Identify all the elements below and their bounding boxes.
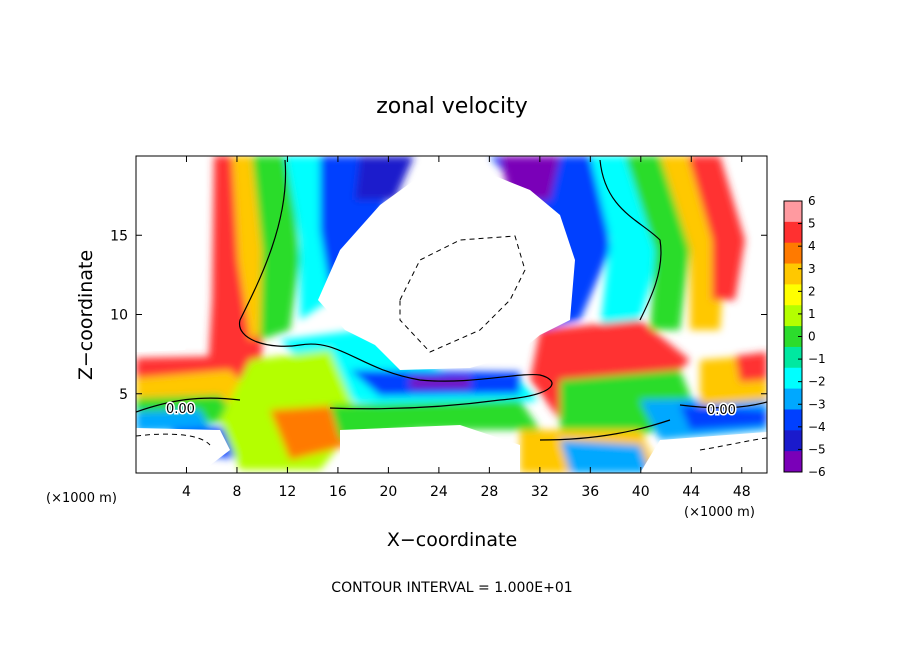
x-tick-label: 28 [480,484,498,500]
colorbar-label: −4 [808,420,826,434]
colorbar-label: −6 [808,465,826,479]
colorbar-label: −1 [808,352,826,366]
heatmap-field: 0.00 0.00 [136,156,767,473]
y-axis-label: Z−coordinate [75,250,97,380]
x-tick-label: 20 [379,484,397,500]
x-unit-left: (×1000 m) [46,491,117,506]
colorbar-label: −3 [808,397,826,411]
x-tick-label: 24 [430,484,448,500]
colorbar-label: 3 [808,262,816,276]
colorbar-label: 4 [808,239,816,253]
x-tick-label: 48 [733,484,751,500]
colorbar-segment [784,305,802,327]
colorbar-segment [784,367,802,390]
y-axis-ticks: 5 10 15 [110,228,767,403]
x-tick-label: 4 [182,484,191,500]
x-tick-label: 12 [279,484,297,500]
contour-label-right: 0.00 [707,403,736,418]
x-tick-label: 8 [232,484,241,500]
x-tick-label: 44 [682,484,700,500]
colorbar-label: −5 [808,442,826,456]
colorbar-segment [784,263,802,285]
colorbar-segment [784,201,802,223]
x-tick-label: 32 [531,484,549,500]
contour-label-left: 0.00 [166,402,195,417]
x-tick-label: 40 [632,484,650,500]
colorbar-label: 1 [808,307,816,321]
x-tick-label: 36 [581,484,599,500]
colorbar-segment [784,284,802,306]
chart-title: zonal velocity [376,94,528,119]
colorbar-segment [784,221,802,244]
y-tick-label: 10 [110,308,128,324]
x-axis-ticks: 4 8 12 16 20 24 28 32 36 40 44 48 [182,156,751,500]
colorbar: 6 5 4 3 2 1 0 −1 −2 −3 −4 −5 −6 [783,194,826,479]
colorbar-segment [784,451,802,473]
colorbar-label: 6 [808,194,816,208]
y-tick-label: 5 [119,387,128,403]
contour-interval-note: CONTOUR INTERVAL = 1.000E+01 [331,580,572,596]
colorbar-segment [784,409,802,431]
colorbar-segment [784,388,802,410]
colorbar-segment [784,326,802,348]
colorbar-segment [784,242,802,265]
x-axis-label: X−coordinate [387,529,517,551]
colorbar-label: −2 [808,375,826,389]
colorbar-label: 5 [808,217,816,231]
colorbar-label: 2 [808,284,816,298]
colorbar-label: 0 [808,330,816,344]
colorbar-segment [784,346,802,369]
colorbar-segment [784,430,802,452]
y-tick-label: 15 [110,228,128,244]
x-unit-right: (×1000 m) [684,505,755,520]
x-tick-label: 16 [329,484,347,500]
